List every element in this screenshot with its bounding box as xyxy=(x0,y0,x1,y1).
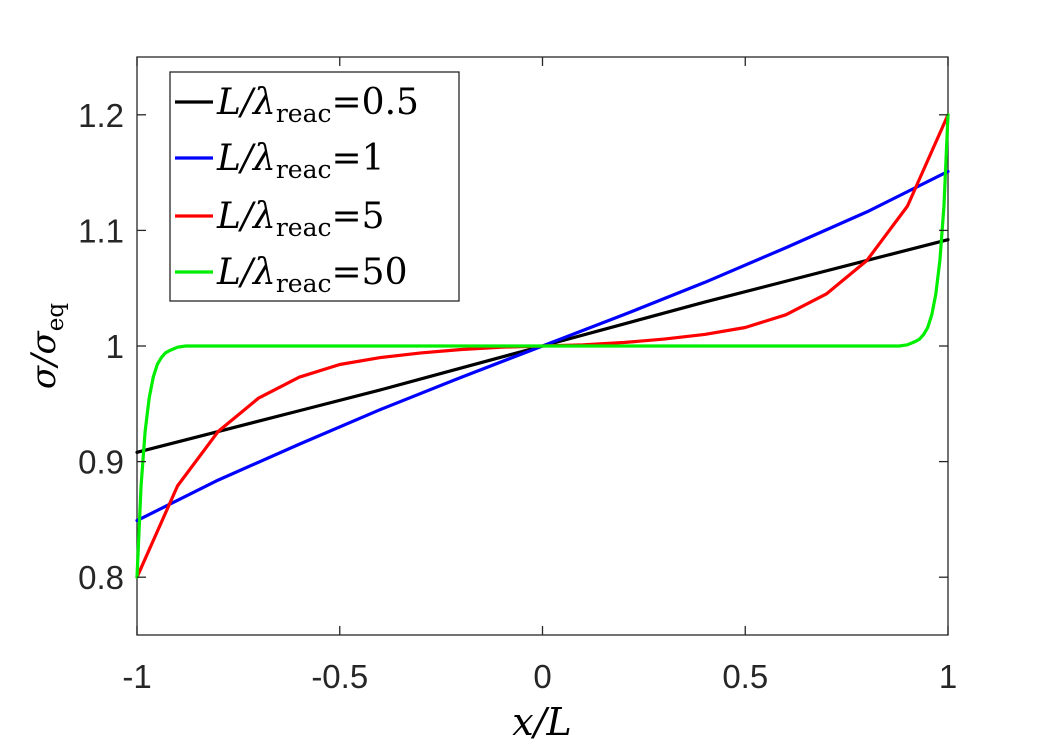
y-tick-label: 0.9 xyxy=(78,444,124,481)
y-tick-label: 0.8 xyxy=(78,559,124,596)
y-tick-label: 1.2 xyxy=(78,97,124,134)
series-line-4 xyxy=(135,113,950,579)
series-lines xyxy=(135,113,950,579)
legend-entry-1: L/λreac=0.5 xyxy=(175,82,419,128)
x-tick-label: 1 xyxy=(939,658,957,695)
legend-entry-3: L/λreac=5 xyxy=(175,196,385,242)
legend-entry-2: L/λreac=1 xyxy=(175,138,385,184)
legend-label: L/λreac=1 xyxy=(216,138,385,184)
x-axis-label: x/L xyxy=(512,700,571,744)
x-tick-label: -0.5 xyxy=(311,658,368,695)
legend-box xyxy=(169,71,460,302)
y-tick-label: 1 xyxy=(106,328,124,365)
axis-ticks xyxy=(136,57,949,635)
legend-label: L/λreac=0.5 xyxy=(216,82,419,128)
x-tick-label: -1 xyxy=(122,658,151,695)
x-tick-label: 0 xyxy=(533,658,551,695)
legend-label: L/λreac=5 xyxy=(216,196,385,242)
x-tick-label: 0.5 xyxy=(722,658,768,695)
y-tick-label: 1.1 xyxy=(78,212,124,249)
legend-label: L/λreac=50 xyxy=(216,252,408,298)
tick-labels: -1 -0.5 0 0.5 1 0.8 0.9 1 1.1 1.2 xyxy=(78,97,957,695)
legend-entry-4: L/λreac=50 xyxy=(175,252,408,298)
legend: L/λreac=0.5 L/λreac=1 L/λreac=5 L/λreac=50 xyxy=(169,71,460,302)
